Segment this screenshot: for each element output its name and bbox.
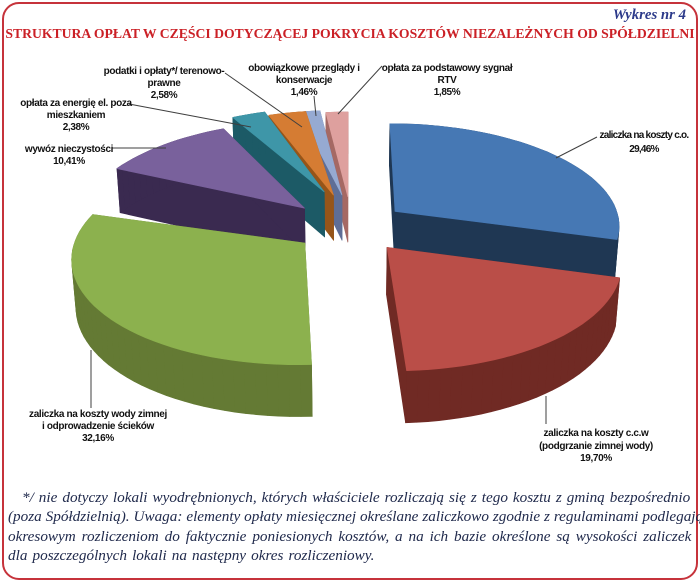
svg-text:opłata za podstawowy sygnał: opłata za podstawowy sygnał [382, 63, 513, 74]
svg-text:19,70%: 19,70% [580, 453, 612, 464]
svg-text:RTV: RTV [438, 75, 458, 86]
svg-text:zaliczka na koszty wody zimnej: zaliczka na koszty wody zimnej [29, 409, 167, 420]
svg-text:wywóz nieczystości: wywóz nieczystości [24, 144, 114, 155]
svg-text:i odprowadzenie ścieków: i odprowadzenie ścieków [42, 421, 155, 432]
svg-text:1,46%: 1,46% [291, 87, 318, 98]
svg-text:1,85%: 1,85% [434, 87, 461, 98]
svg-text:zaliczka na koszty c.o.: zaliczka na koszty c.o. [600, 130, 690, 141]
svg-text:opłata za energię el. poza: opłata za energię el. poza [20, 98, 132, 109]
svg-text:prawne: prawne [148, 78, 182, 89]
svg-text:32,16%: 32,16% [82, 433, 114, 444]
svg-text:2,58%: 2,58% [151, 90, 178, 101]
svg-text:(podgrzanie zimnej wody): (podgrzanie zimnej wody) [539, 441, 653, 452]
svg-text:obowiązkowe przeglądy i: obowiązkowe przeglądy i [248, 63, 360, 74]
svg-text:konserwacje: konserwacje [276, 75, 333, 86]
svg-text:zaliczka na koszty c.c.w: zaliczka na koszty c.c.w [544, 428, 650, 439]
svg-text:podatki i opłaty*/ terenowo-: podatki i opłaty*/ terenowo- [104, 66, 225, 77]
svg-text:29,46%: 29,46% [629, 144, 659, 155]
svg-text:10,41%: 10,41% [53, 156, 85, 167]
svg-text:mieszkaniem: mieszkaniem [47, 110, 106, 121]
svg-text:2,38%: 2,38% [63, 122, 90, 133]
